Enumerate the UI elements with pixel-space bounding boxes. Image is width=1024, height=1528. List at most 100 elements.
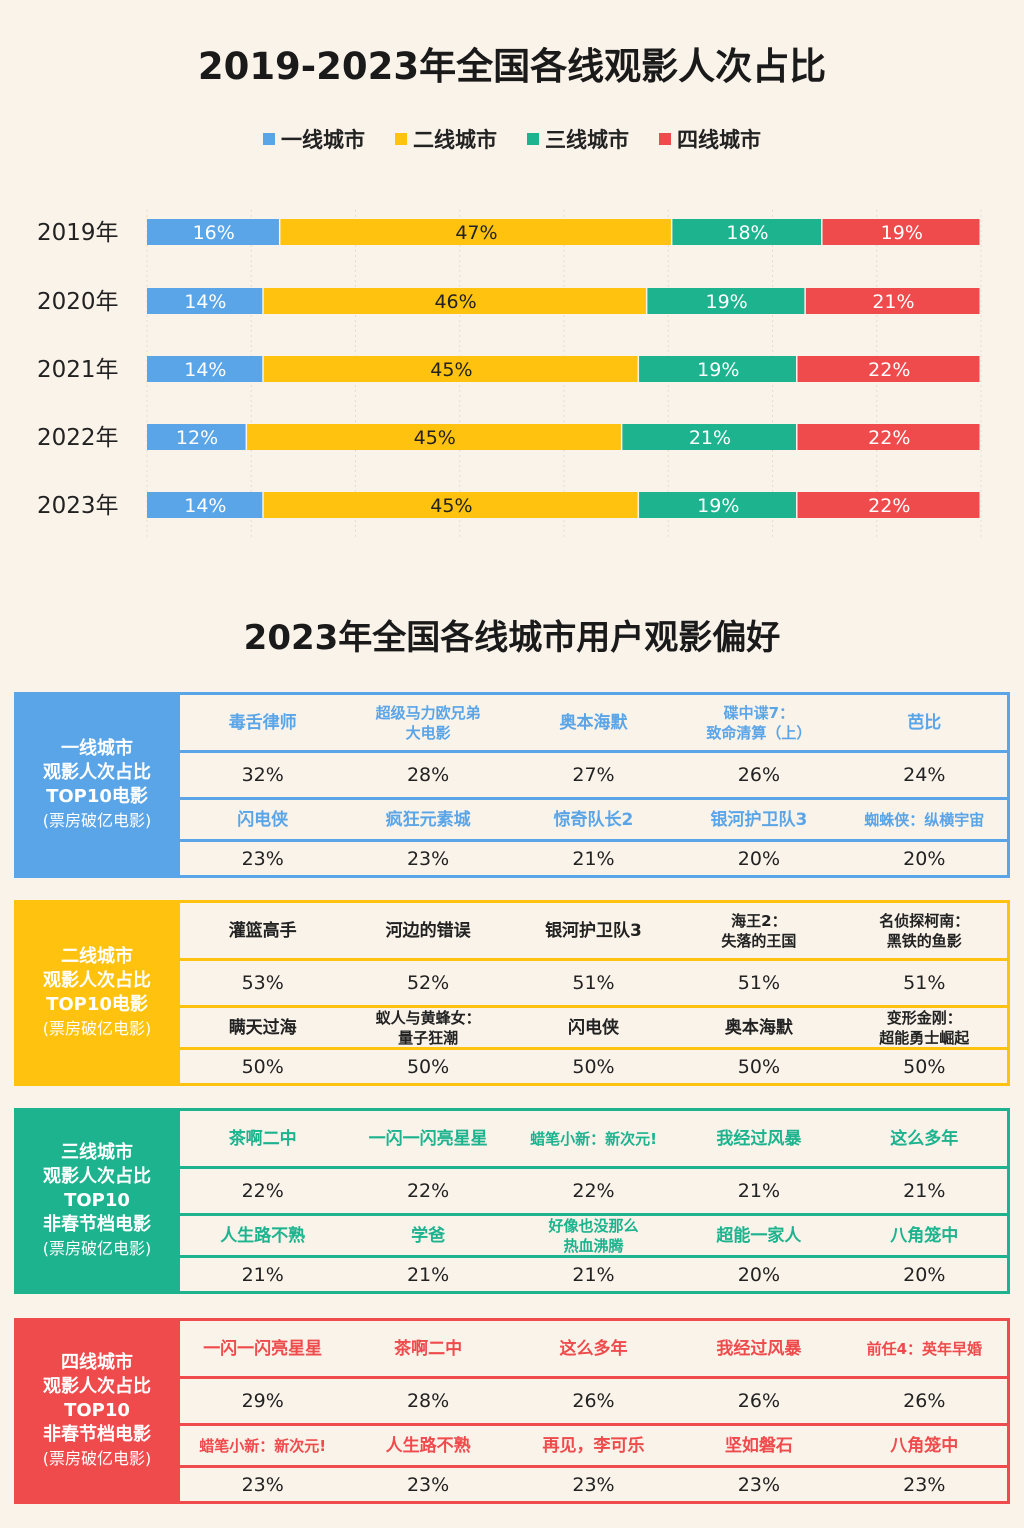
bar-segment [147,219,279,245]
data-label: 18% [726,222,768,244]
tier-sublabel: (票房破亿电影) [42,811,152,830]
tier-label: 二线城市 观影人次占比 TOP10电影 (票房破亿电影) [14,900,180,1086]
bar-segment [147,492,263,518]
bar-segment [639,356,797,382]
movie-title: 芭比 [841,695,1007,753]
share-percent: 50% [572,1055,615,1078]
tier-label-line: 二线城市 [61,946,133,967]
share-percent: 21% [241,1263,284,1286]
data-label: 22% [868,495,910,517]
movie-title: 惊奇队长2 [510,800,677,842]
stacked-bar-chart: 2019年 16% 47% 18% 19% 2020年 14% 46% 19% 21% 2021年 1… [37,210,982,540]
legend-item: 二线城市 [395,124,497,154]
data-label: 21% [872,291,914,313]
bar-segment [672,219,822,245]
movie-title: 奥本海默 [510,695,677,753]
tier-label-line: TOP10电影 [46,786,148,807]
share-percent: 22% [345,1169,511,1216]
bar-segment [147,424,246,450]
data-label: 45% [414,427,456,449]
movie-title: 奥本海默 [676,1008,842,1050]
share-percent: 20% [737,847,780,870]
category-label: 2019年 [37,220,119,246]
share-percent: 28% [345,1379,511,1426]
share-percent: 23% [241,1473,284,1496]
bar-segment [797,356,980,382]
bar-segment [647,288,805,314]
share-percent: 29% [180,1379,346,1426]
share-percent: 20% [903,1263,946,1286]
share-percent: 20% [903,847,946,870]
share-percent: 23% [572,1473,615,1496]
data-label: 19% [706,291,748,313]
city-tier-table: 二线城市 观影人次占比 TOP10电影 (票房破亿电影) 灌篮高手 河边的错误 银河护卫队3… [14,900,1010,1086]
tier-label-line: 观影人次占比 [43,1376,151,1397]
tier-label: 四线城市观影人次占比 TOP10 非春节档电影 (票房破亿电影) [14,1318,180,1504]
movie-title: 这么多年 [841,1111,1007,1169]
section-title: 2023年全国各线城市用户观影偏好 [243,618,781,658]
movie-title: 河边的错误 [345,903,511,961]
share-percent: 21% [406,1263,450,1286]
data-label: 19% [697,359,739,381]
data-label: 22% [868,427,910,449]
tier-label-line: 观影人次占比 [43,762,151,783]
chart-title: 2019-2023年全国各线观影人次占比 [197,45,827,88]
tier-label-line: 四线城市 [61,1352,133,1373]
tier-label-line: TOP10电影 [46,994,148,1015]
movie-title: 碟中谍7： 致命清算（上） [676,695,842,753]
share-percent: 21% [841,1169,1007,1216]
movie-title: 我经过风暴 [676,1111,842,1169]
movie-title: 再见，李可乐 [510,1426,677,1468]
bar-segment [280,219,671,245]
share-percent: 50% [737,1055,780,1078]
data-label: 47% [455,222,497,244]
category-label: 2022年 [37,425,119,451]
share-percent: 26% [510,1379,677,1426]
tier-label-line: TOP10 [64,1400,130,1421]
movie-title: 银河护卫队3 [676,800,842,842]
share-percent: 50% [903,1055,946,1078]
bar-segment [822,219,980,245]
tier-label-line: 非春节档电影 [43,1214,151,1235]
movie-title: 学爸 [345,1216,511,1258]
tier-label-line: TOP10 [64,1190,130,1211]
tier-label: 一线城市 观影人次占比 TOP10电影 (票房破亿电影) [14,692,180,878]
bar-segment [805,288,980,314]
share-percent: 22% [510,1169,677,1216]
tier-label-line: 观影人次占比 [43,1166,151,1187]
data-label: 45% [430,359,472,381]
movie-title: 蜘蛛侠：纵横宇宙 [841,800,1007,842]
legend-item: 四线城市 [659,124,761,154]
movie-title: 毒舌律师 [180,695,346,753]
bar-segment [147,356,263,382]
share-percent: 24% [841,753,1007,800]
share-percent: 21% [572,1263,615,1286]
movie-title: 蚁人与黄蜂女： 量子狂潮 [345,1008,511,1050]
data-label: 16% [193,222,235,244]
share-percent: 23% [406,1473,450,1496]
tier-sublabel: (票房破亿电影) [42,1449,152,1468]
bar-segment [263,492,638,518]
movie-title: 瞒天过海 [180,1008,346,1050]
legend-label: 三线城市 [545,128,629,152]
bar-segment [797,492,980,518]
tier-label: 三线城市 观影人次占比 TOP10 非春节档电影 (票房破亿电影) [14,1108,180,1294]
share-percent: 23% [737,1473,780,1496]
movie-title: 超能一家人 [676,1216,842,1258]
data-label: 19% [881,222,923,244]
movie-title: 我经过风暴 [676,1321,842,1379]
movie-title: 闪电侠 [180,800,346,842]
share-percent: 23% [241,847,284,870]
category-label: 2023年 [37,493,119,519]
bar-segment [639,492,797,518]
movie-title: 一闪一闪亮星星 [345,1111,511,1169]
share-percent: 21% [572,847,615,870]
bar-segment [797,424,980,450]
tier-label-line: 非春节档电影 [43,1424,151,1445]
movie-title: 疯狂元素城 [345,800,511,842]
legend-label: 二线城市 [413,128,497,152]
tier-sublabel: (票房破亿电影) [42,1239,152,1258]
share-percent: 51% [676,961,842,1008]
movie-title: 一闪一闪亮星星 [180,1321,346,1379]
legend-swatch [527,133,539,145]
